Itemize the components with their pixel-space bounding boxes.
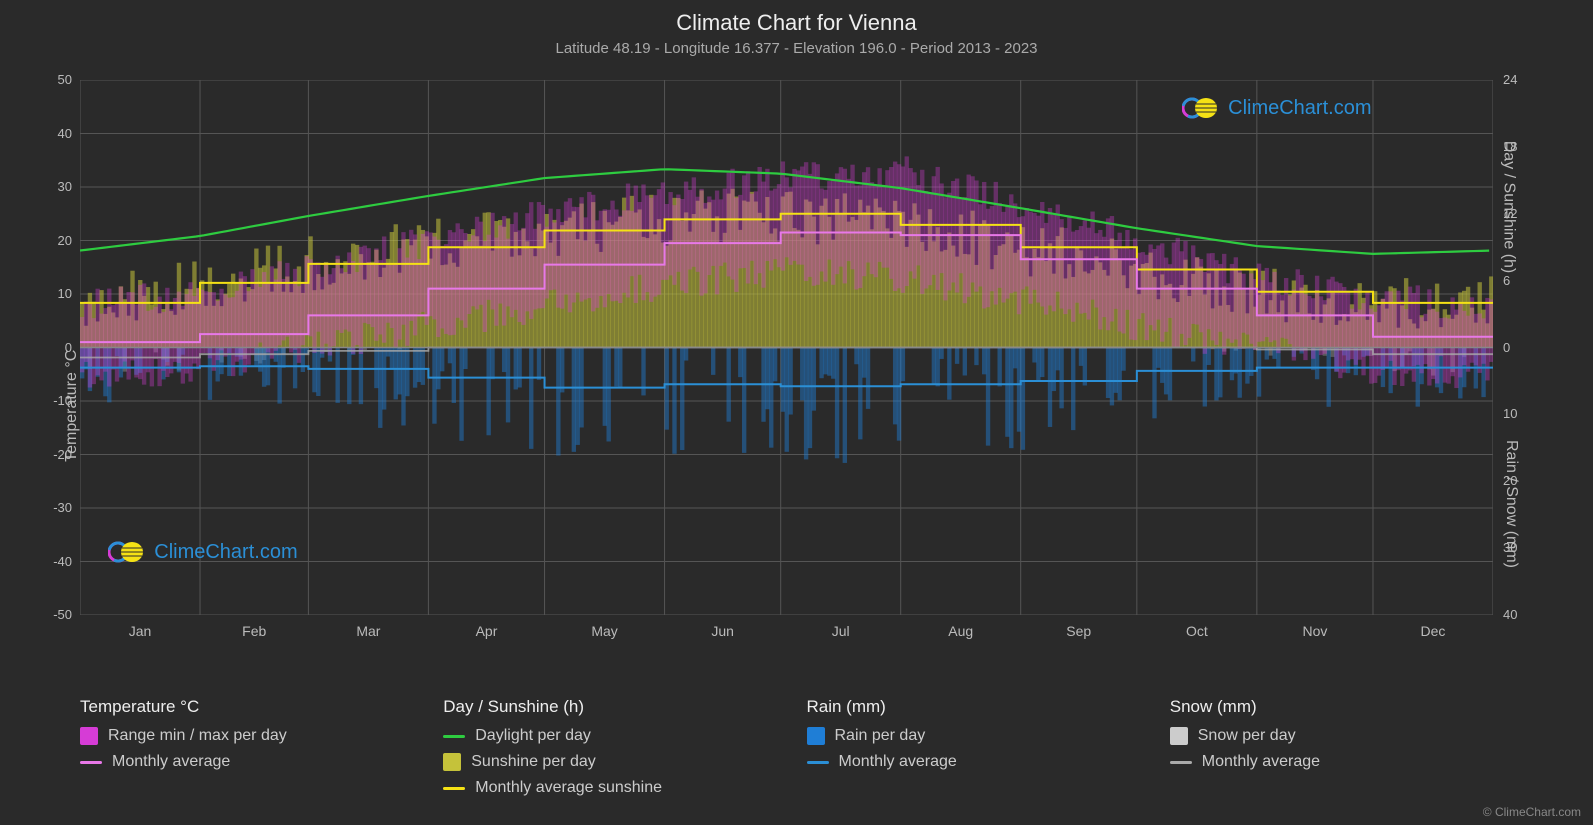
tick-label: Jul (832, 623, 850, 639)
watermark-text: ClimeChart.com (1228, 97, 1371, 120)
legend-label: Sunshine per day (471, 753, 596, 771)
legend-label: Monthly average sunshine (475, 779, 662, 797)
tick-label: Jan (129, 623, 152, 639)
legend-heading-snow: Snow (mm) (1170, 697, 1513, 717)
legend-label: Range min / max per day (108, 727, 287, 745)
legend-label: Monthly average (1202, 753, 1320, 771)
legend-item: Range min / max per day (80, 727, 423, 745)
tick-label: 0 (1503, 340, 1510, 355)
tick-label: 6 (1503, 273, 1510, 288)
legend-label: Monthly average (112, 753, 230, 771)
legend-col-snow: Snow (mm) Snow per day Monthly average (1170, 697, 1513, 805)
tick-label: -50 (53, 607, 72, 622)
tick-label: 10 (58, 286, 72, 301)
chart-title: Climate Chart for Vienna (0, 0, 1593, 36)
tick-label: 18 (1503, 139, 1517, 154)
tick-label: 40 (58, 126, 72, 141)
legend-swatch (443, 753, 461, 771)
legend-swatch (443, 735, 465, 738)
watermark: ClimeChart.com (108, 540, 297, 564)
legend-swatch (80, 727, 98, 745)
logo-icon (108, 540, 146, 564)
legend-label: Rain per day (835, 727, 926, 745)
tick-label: 40 (1503, 607, 1517, 622)
tick-label: May (591, 623, 617, 639)
legend-item: Monthly average sunshine (443, 779, 786, 797)
tick-label: Nov (1302, 623, 1327, 639)
tick-label: Apr (476, 623, 498, 639)
tick-label: 50 (58, 72, 72, 87)
chart-subtitle: Latitude 48.19 - Longitude 16.377 - Elev… (0, 36, 1593, 57)
legend-heading-rain: Rain (mm) (807, 697, 1150, 717)
logo-icon (1182, 96, 1220, 120)
legend-swatch (1170, 727, 1188, 745)
tick-label: 0 (65, 340, 72, 355)
legend-col-day: Day / Sunshine (h) Daylight per day Sunsh… (443, 697, 786, 805)
legend: Temperature °C Range min / max per day Mo… (80, 697, 1513, 805)
legend-col-rain: Rain (mm) Rain per day Monthly average (807, 697, 1150, 805)
tick-label: -10 (53, 393, 72, 408)
legend-heading-day: Day / Sunshine (h) (443, 697, 786, 717)
legend-heading-temp: Temperature °C (80, 697, 423, 717)
tick-label: Oct (1186, 623, 1208, 639)
legend-item: Snow per day (1170, 727, 1513, 745)
legend-label: Daylight per day (475, 727, 591, 745)
tick-label: 20 (1503, 473, 1517, 488)
watermark-text: ClimeChart.com (154, 541, 297, 564)
plot-area (80, 80, 1493, 615)
tick-label: Jun (711, 623, 734, 639)
tick-label: Aug (948, 623, 973, 639)
plot-svg (80, 80, 1493, 615)
legend-swatch (1170, 761, 1192, 764)
legend-swatch (443, 787, 465, 790)
tick-label: -40 (53, 554, 72, 569)
legend-item: Monthly average (1170, 753, 1513, 771)
copyright: © ClimeChart.com (1483, 805, 1581, 819)
legend-item: Sunshine per day (443, 753, 786, 771)
tick-label: 20 (58, 233, 72, 248)
tick-label: -30 (53, 500, 72, 515)
legend-swatch (807, 727, 825, 745)
tick-label: Dec (1421, 623, 1446, 639)
legend-item: Daylight per day (443, 727, 786, 745)
tick-label: 12 (1503, 206, 1517, 221)
climate-chart: Climate Chart for Vienna Latitude 48.19 … (0, 0, 1593, 825)
legend-col-temp: Temperature °C Range min / max per day Mo… (80, 697, 423, 805)
legend-item: Rain per day (807, 727, 1150, 745)
watermark: ClimeChart.com (1182, 96, 1371, 120)
tick-label: -20 (53, 447, 72, 462)
tick-label: Feb (242, 623, 266, 639)
tick-label: 30 (1503, 540, 1517, 555)
legend-label: Snow per day (1198, 727, 1296, 745)
tick-label: Sep (1066, 623, 1091, 639)
tick-label: 24 (1503, 72, 1517, 87)
legend-item: Monthly average (807, 753, 1150, 771)
tick-label: 10 (1503, 406, 1517, 421)
legend-swatch (80, 761, 102, 764)
legend-swatch (807, 761, 829, 764)
tick-label: Mar (356, 623, 380, 639)
tick-label: 30 (58, 179, 72, 194)
legend-label: Monthly average (839, 753, 957, 771)
legend-item: Monthly average (80, 753, 423, 771)
